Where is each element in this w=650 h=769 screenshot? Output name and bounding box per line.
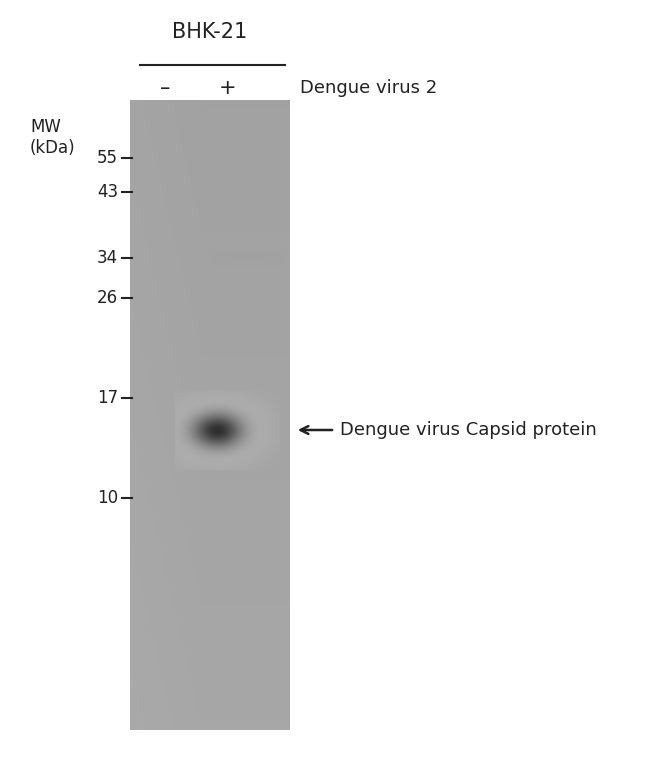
- Text: –: –: [160, 78, 170, 98]
- Text: 55: 55: [97, 149, 118, 167]
- Text: 43: 43: [97, 183, 118, 201]
- Text: Dengue virus Capsid protein: Dengue virus Capsid protein: [340, 421, 597, 439]
- Text: BHK-21: BHK-21: [172, 22, 248, 42]
- Text: MW
(kDa): MW (kDa): [30, 118, 75, 157]
- Text: 26: 26: [97, 289, 118, 307]
- Text: 34: 34: [97, 249, 118, 267]
- Text: 10: 10: [97, 489, 118, 507]
- Text: 17: 17: [97, 389, 118, 407]
- Text: +: +: [219, 78, 237, 98]
- Text: Dengue virus 2: Dengue virus 2: [300, 79, 437, 97]
